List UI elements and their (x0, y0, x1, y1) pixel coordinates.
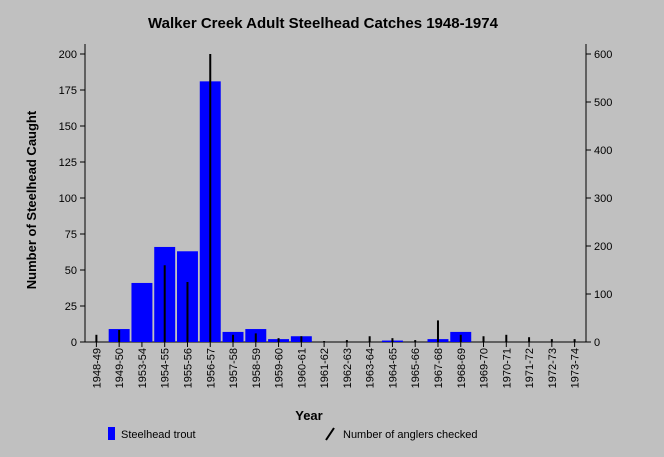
x-tick-label: 1968-69 (456, 348, 468, 388)
x-tick-label: 1959-60 (274, 348, 286, 388)
y2-tick-label: 600 (594, 49, 612, 61)
legend-label-steelhead: Steelhead trout (121, 429, 196, 441)
y2-tick-label: 100 (594, 289, 612, 301)
bar-steelhead-1953-54 (131, 282, 153, 342)
ticks: 0 25 50 75 100 125 150 175 200 0 100 200 300 400 500 60… (59, 49, 613, 388)
x-tick-label: 1949-50 (114, 348, 126, 388)
y-tick-label: 25 (65, 301, 77, 313)
x-tick-label: 1953-54 (137, 348, 149, 388)
x-tick-label: 1958-59 (251, 348, 263, 388)
x-tick-label: 1961-62 (319, 348, 331, 388)
legend-label-anglers: Number of anglers checked (343, 429, 478, 441)
x-tick-label: 1970-71 (501, 348, 513, 388)
x-tick-label: 1969-70 (479, 348, 491, 388)
y2-tick-label: 500 (594, 97, 612, 109)
x-tick-label: 1955-56 (182, 348, 194, 388)
chart-title: Walker Creek Adult Steelhead Catches 194… (148, 15, 499, 32)
x-tick-label: 1973-74 (570, 348, 582, 388)
y-tick-label: 0 (71, 337, 77, 349)
y-tick-label: 125 (59, 157, 77, 169)
y-tick-label: 175 (59, 85, 77, 97)
y2-tick-label: 300 (594, 193, 612, 205)
x-tick-label: 1967-68 (433, 348, 445, 388)
x-tick-label: 1948-49 (91, 348, 103, 388)
x-tick-label: 1971-72 (524, 348, 536, 388)
x-tick-label: 1963-64 (365, 348, 377, 388)
y-tick-label: 150 (59, 121, 77, 133)
y-tick-label: 100 (59, 193, 77, 205)
y2-tick-label: 400 (594, 145, 612, 157)
y-tick-label: 75 (65, 229, 77, 241)
x-tick-label: 1956-57 (205, 348, 217, 388)
y2-tick-label: 200 (594, 241, 612, 253)
y-tick-label: 200 (59, 49, 77, 61)
x-tick-label: 1972-73 (547, 348, 559, 388)
x-tick-label: 1960-61 (296, 348, 308, 388)
legend-swatch-steelhead (108, 427, 115, 440)
x-tick-label: 1954-55 (160, 348, 172, 388)
x-tick-label: 1962-63 (342, 348, 354, 388)
bar-series (108, 81, 472, 343)
legend: Steelhead trout Number of anglers checke… (108, 427, 478, 441)
x-axis-label: Year (295, 408, 322, 423)
legend-swatch-anglers (325, 427, 335, 441)
x-tick-label: 1957-58 (228, 348, 240, 388)
x-tick-label: 1965-66 (410, 348, 422, 388)
y2-tick-label: 0 (594, 337, 600, 349)
x-tick-label: 1964-65 (387, 348, 399, 388)
y-axis-label: Number of Steelhead Caught (24, 110, 39, 289)
y-tick-label: 50 (65, 265, 77, 277)
angler-series (95, 54, 576, 342)
